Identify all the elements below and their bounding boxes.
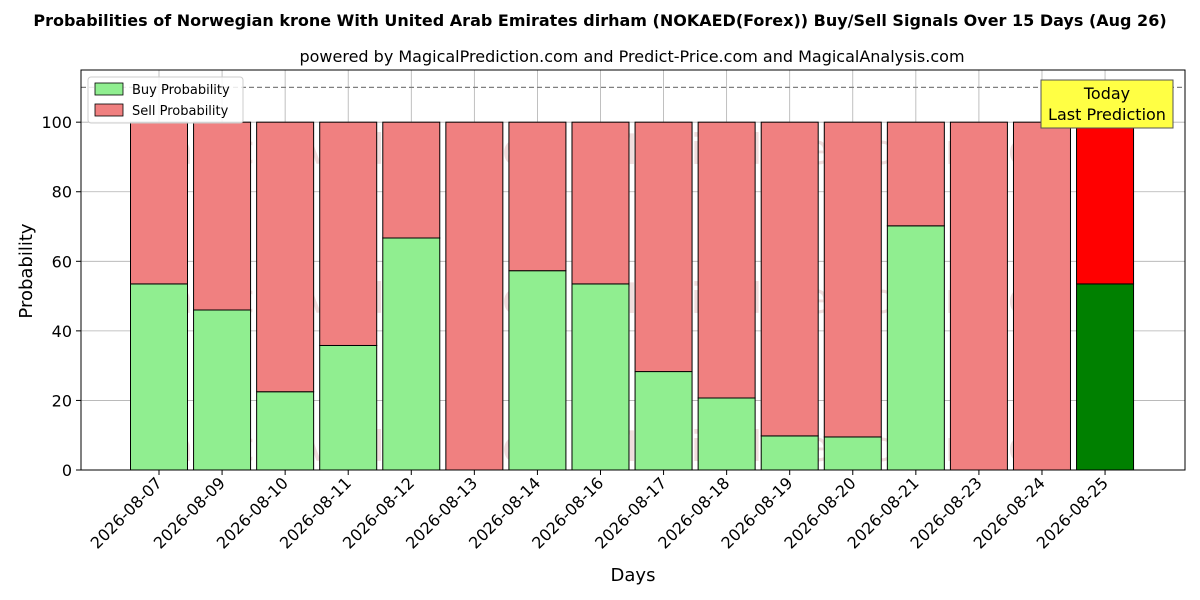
- buy-bar: [193, 309, 252, 471]
- plot-frame: [80, 69, 1186, 471]
- y-tick-label: 100: [41, 113, 72, 132]
- sell-bar: [634, 121, 693, 373]
- sell-bar: [886, 121, 945, 227]
- buy-bar: [571, 283, 630, 471]
- chart-subtitle: powered by MagicalPrediction.com and Pre…: [299, 47, 964, 66]
- buy-bar: [130, 283, 188, 471]
- sell-bar: [508, 121, 567, 272]
- annotation-box: [1040, 79, 1174, 129]
- buy-bar: [886, 225, 945, 471]
- sell-bar: [256, 121, 315, 393]
- y-axis-label: Probability: [16, 223, 37, 318]
- buy-bar: [634, 371, 693, 471]
- bars: [130, 121, 1135, 471]
- sell-bar: [571, 121, 630, 285]
- buy-bar: [1076, 283, 1135, 471]
- annotation-line1: Today: [1083, 84, 1130, 103]
- buy-bar: [697, 397, 756, 471]
- annotation-line2: Last Prediction: [1048, 105, 1166, 124]
- y-tick-label: 20: [52, 391, 72, 410]
- sell-bar: [193, 121, 252, 311]
- sell-bar: [130, 121, 188, 285]
- today-annotation: Today Last Prediction: [1040, 79, 1174, 129]
- buy-bar: [760, 435, 819, 471]
- buy-bar: [256, 391, 315, 471]
- legend: Buy Probability Sell Probability: [87, 76, 244, 124]
- y-tick-label: 40: [52, 322, 72, 341]
- y-tick-label: 0: [62, 461, 72, 480]
- sell-bar: [760, 121, 819, 437]
- legend-sell-label: Sell Probability: [132, 104, 229, 119]
- legend-sell-swatch: [94, 103, 124, 117]
- buy-bar: [382, 237, 441, 471]
- buy-bar: [508, 270, 567, 471]
- sell-bar: [1012, 121, 1071, 471]
- legend-buy-label: Buy Probability: [132, 83, 230, 98]
- buy-bar: [823, 436, 882, 471]
- buy-bar: [319, 344, 378, 471]
- sell-bar: [445, 121, 504, 471]
- y-tick-label: 60: [52, 252, 72, 271]
- sell-bar: [1076, 121, 1135, 285]
- y-axis: 0 20 40 60 80 100: [41, 113, 81, 480]
- sell-bar: [382, 121, 441, 239]
- legend-box: [87, 76, 244, 124]
- x-axis: 2026-08-072026-08-092026-08-102026-08-11…: [87, 470, 1112, 553]
- chart-title: Probabilities of Norwegian krone With Un…: [33, 11, 1166, 30]
- legend-buy-swatch: [94, 82, 124, 96]
- sell-bar: [697, 121, 756, 399]
- x-axis-label: Days: [611, 565, 656, 586]
- y-tick-label: 80: [52, 183, 72, 202]
- sell-bar: [823, 121, 882, 438]
- sell-bar: [949, 121, 1008, 471]
- sell-bar: [319, 121, 378, 346]
